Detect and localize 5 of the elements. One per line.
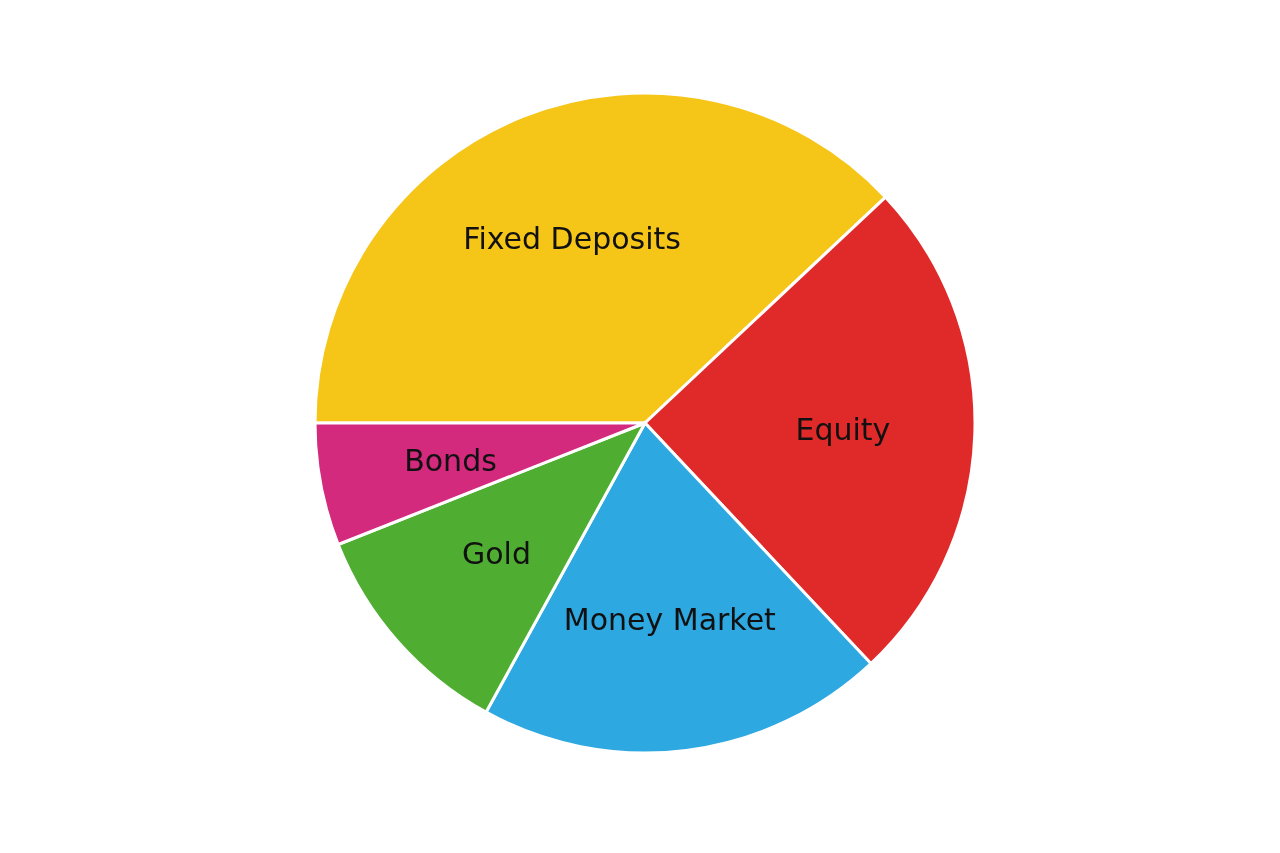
- slice-label: Equity: [795, 411, 891, 447]
- slice-label: Gold: [461, 536, 531, 572]
- slice-label: Fixed Deposits: [463, 221, 681, 257]
- slice-label: Bonds: [404, 442, 497, 478]
- slice-label: Money Market: [563, 601, 777, 637]
